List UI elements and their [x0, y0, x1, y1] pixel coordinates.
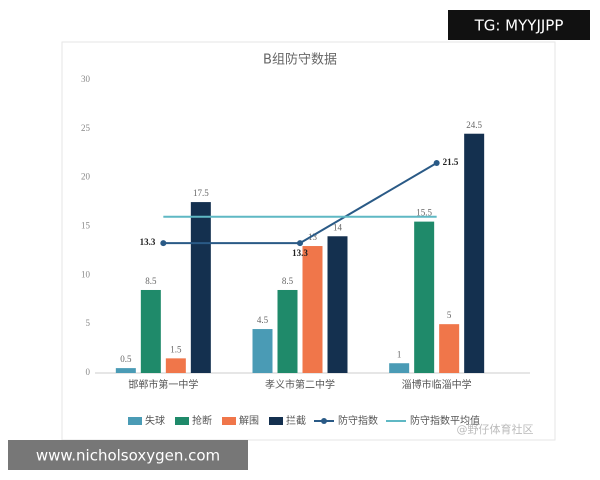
line-label: 13.3	[292, 248, 308, 258]
line-label: 21.5	[443, 157, 459, 167]
bar	[115, 368, 136, 373]
bar	[252, 329, 273, 373]
bar	[389, 363, 410, 373]
bar	[414, 221, 435, 373]
value-label: 8.5	[145, 276, 157, 286]
line-marker	[160, 240, 167, 247]
overlay-text: TG: MYYJJPP	[474, 17, 564, 35]
legend-swatch	[269, 417, 283, 425]
bar	[302, 246, 323, 373]
value-label: 4.5	[257, 315, 269, 325]
overlay-box	[448, 10, 590, 40]
overlay-text: www.nicholsoxygen.com	[36, 447, 220, 465]
bar	[327, 236, 348, 373]
x-tick-label: 孝义市第二中学	[265, 378, 335, 391]
value-label: 24.5	[466, 120, 482, 130]
bar	[439, 324, 460, 373]
value-label: 1.5	[170, 344, 182, 354]
bar	[464, 133, 485, 373]
legend-label: 拦截	[286, 414, 306, 427]
line-marker	[297, 240, 303, 247]
y-tick-label: 25	[81, 123, 91, 133]
legend-swatch	[175, 417, 189, 425]
value-label: 14	[333, 222, 343, 232]
x-tick-label: 淄博市临淄中学	[402, 378, 472, 391]
value-label: 0.5	[120, 354, 132, 364]
y-tick-label: 10	[81, 269, 91, 279]
value-label: 13	[308, 232, 318, 242]
y-tick-label: 5	[86, 318, 91, 328]
bar	[140, 289, 161, 373]
bar	[165, 358, 186, 373]
legend-swatch	[222, 417, 236, 425]
line-marker	[433, 160, 440, 167]
chart-title: B组防守数据	[263, 52, 337, 68]
line-label: 13.3	[140, 237, 156, 247]
legend-label: 防守指数平均值	[410, 414, 480, 427]
legend-label: 解围	[239, 414, 259, 427]
bar	[190, 202, 211, 373]
value-label: 15.5	[416, 208, 432, 218]
value-label: 8.5	[282, 276, 294, 286]
overlay-box	[8, 440, 248, 470]
bar	[277, 289, 298, 373]
x-tick-label: 邯郸市第一中学	[128, 378, 198, 391]
y-tick-label: 0	[86, 367, 91, 377]
y-tick-label: 30	[81, 74, 91, 84]
value-label: 5	[447, 310, 452, 320]
legend-swatch	[128, 417, 142, 425]
y-tick-label: 15	[81, 221, 91, 231]
legend-label: 失球	[145, 414, 165, 427]
legend-label: 抢断	[192, 414, 212, 427]
watermark: @野仔体育社区	[457, 422, 534, 436]
value-label: 17.5	[193, 188, 209, 198]
y-tick-label: 20	[81, 172, 91, 182]
legend-swatch	[321, 418, 327, 424]
legend-label: 防守指数	[338, 414, 378, 427]
value-label: 1	[397, 349, 402, 359]
